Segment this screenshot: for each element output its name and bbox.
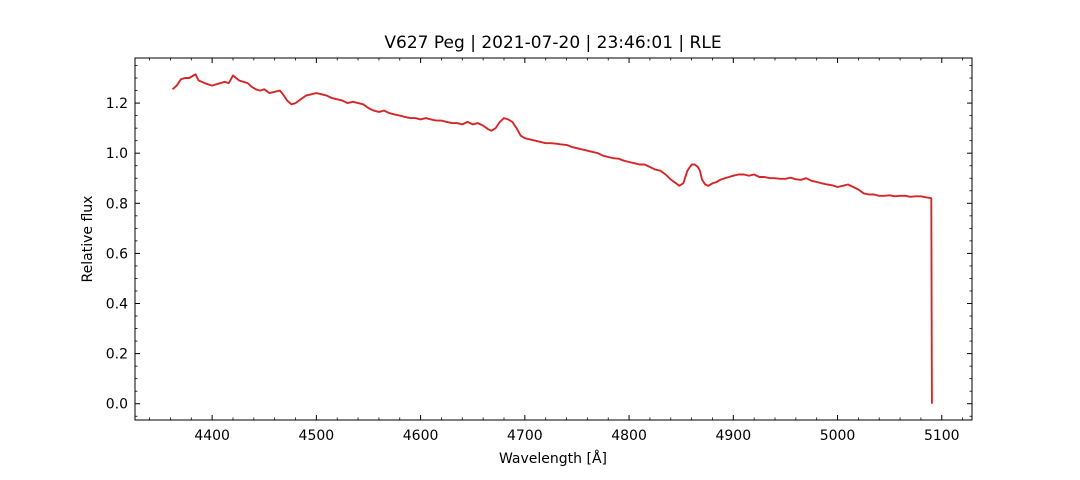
x-axis-label: Wavelength [Å] [499, 450, 607, 467]
x-tick-label-5100: 5100 [924, 428, 960, 444]
plot-area: 4400 4500 4600 4700 4800 4900 5000 5100 0.0 0.2 0.… [106, 57, 973, 444]
x-tick-label-4400: 4400 [194, 428, 230, 444]
axes-frame [134, 57, 973, 421]
y-tick-label-0.4: 0.4 [106, 297, 128, 313]
x-tick-label-4600: 4600 [403, 428, 439, 444]
series-line-0 [171, 73, 933, 404]
y-tick-label-0.6: 0.6 [106, 246, 128, 262]
x-tick-label-4800: 4800 [611, 428, 647, 444]
y-tick-label-1.2: 1.2 [106, 96, 128, 112]
y-tick-label-0.8: 0.8 [106, 196, 128, 212]
y-tick-label-0.2: 0.2 [106, 347, 128, 363]
y-axis-label: Relative flux [80, 196, 96, 283]
chart-title: V627 Peg | 2021-07-20 | 23:46:01 | RLE [384, 33, 721, 53]
y-tick-label-0: 0.0 [106, 397, 128, 413]
x-tick-label-5000: 5000 [820, 428, 856, 444]
y-tick-label-1: 1.0 [106, 146, 128, 162]
x-tick-label-4700: 4700 [507, 428, 543, 444]
x-tick-label-4900: 4900 [715, 428, 751, 444]
x-tick-label-4500: 4500 [299, 428, 335, 444]
